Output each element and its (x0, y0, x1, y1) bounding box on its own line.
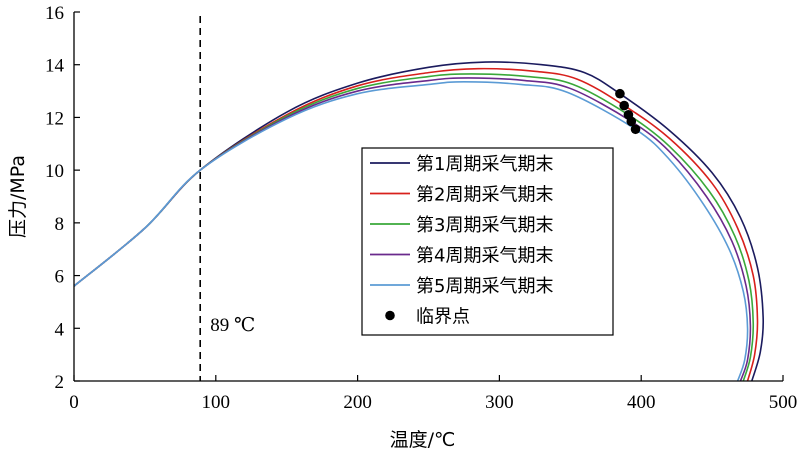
vline-label: 89 ℃ (210, 315, 255, 336)
legend-swatch-critical (385, 310, 395, 321)
y-tick-label-16: 16 (45, 3, 64, 24)
vline-layer: 89 ℃ (199, 16, 255, 381)
x-axis-title: 温度/℃ (390, 429, 456, 451)
legend-label-1: 第1周期采气期末 (416, 154, 553, 175)
series-layer (74, 61, 765, 381)
axes-layer: 0 100 200 300 400 500 2 4 6 8 10 12 14 16 温度/℃ 压力/MPa (7, 3, 797, 451)
critical-point-2 (619, 100, 629, 111)
legend-label-4: 第4周期采气期末 (416, 246, 553, 267)
y-tick-label-2: 2 (55, 372, 65, 393)
y-tick-label-12: 12 (45, 108, 64, 129)
legend: 第1周期采气期末第2周期采气期末第3周期采气期末第4周期采气期末第5周期采气期末… (361, 147, 614, 336)
legend-label-5: 第5周期采气期末 (416, 276, 553, 297)
y-tick-label-4: 4 (55, 319, 65, 340)
critical-point-4 (626, 116, 637, 127)
y-axis-title: 压力/MPa (7, 155, 29, 238)
x-tick-label-500: 500 (769, 392, 798, 413)
y-tick-label-8: 8 (55, 214, 65, 235)
x-tick-label-200: 200 (343, 392, 372, 413)
series-line-5 (74, 81, 749, 381)
x-tick-label-100: 100 (202, 392, 231, 413)
x-tick-label-0: 0 (69, 392, 79, 413)
critical-points-layer (615, 88, 641, 135)
legend-label-2: 第2周期采气期末 (416, 185, 553, 206)
x-tick-label-300: 300 (485, 392, 514, 413)
legend-box (361, 147, 614, 336)
critical-point-1 (615, 88, 625, 99)
legend-label-3: 第3周期采气期末 (416, 215, 553, 236)
y-tick-label-6: 6 (55, 267, 65, 288)
y-tick-label-14: 14 (45, 56, 65, 77)
legend-label-critical: 临界点 (416, 307, 470, 328)
x-tick-label-400: 400 (627, 392, 656, 413)
critical-point-5 (630, 124, 641, 135)
y-tick-label-10: 10 (45, 161, 64, 182)
